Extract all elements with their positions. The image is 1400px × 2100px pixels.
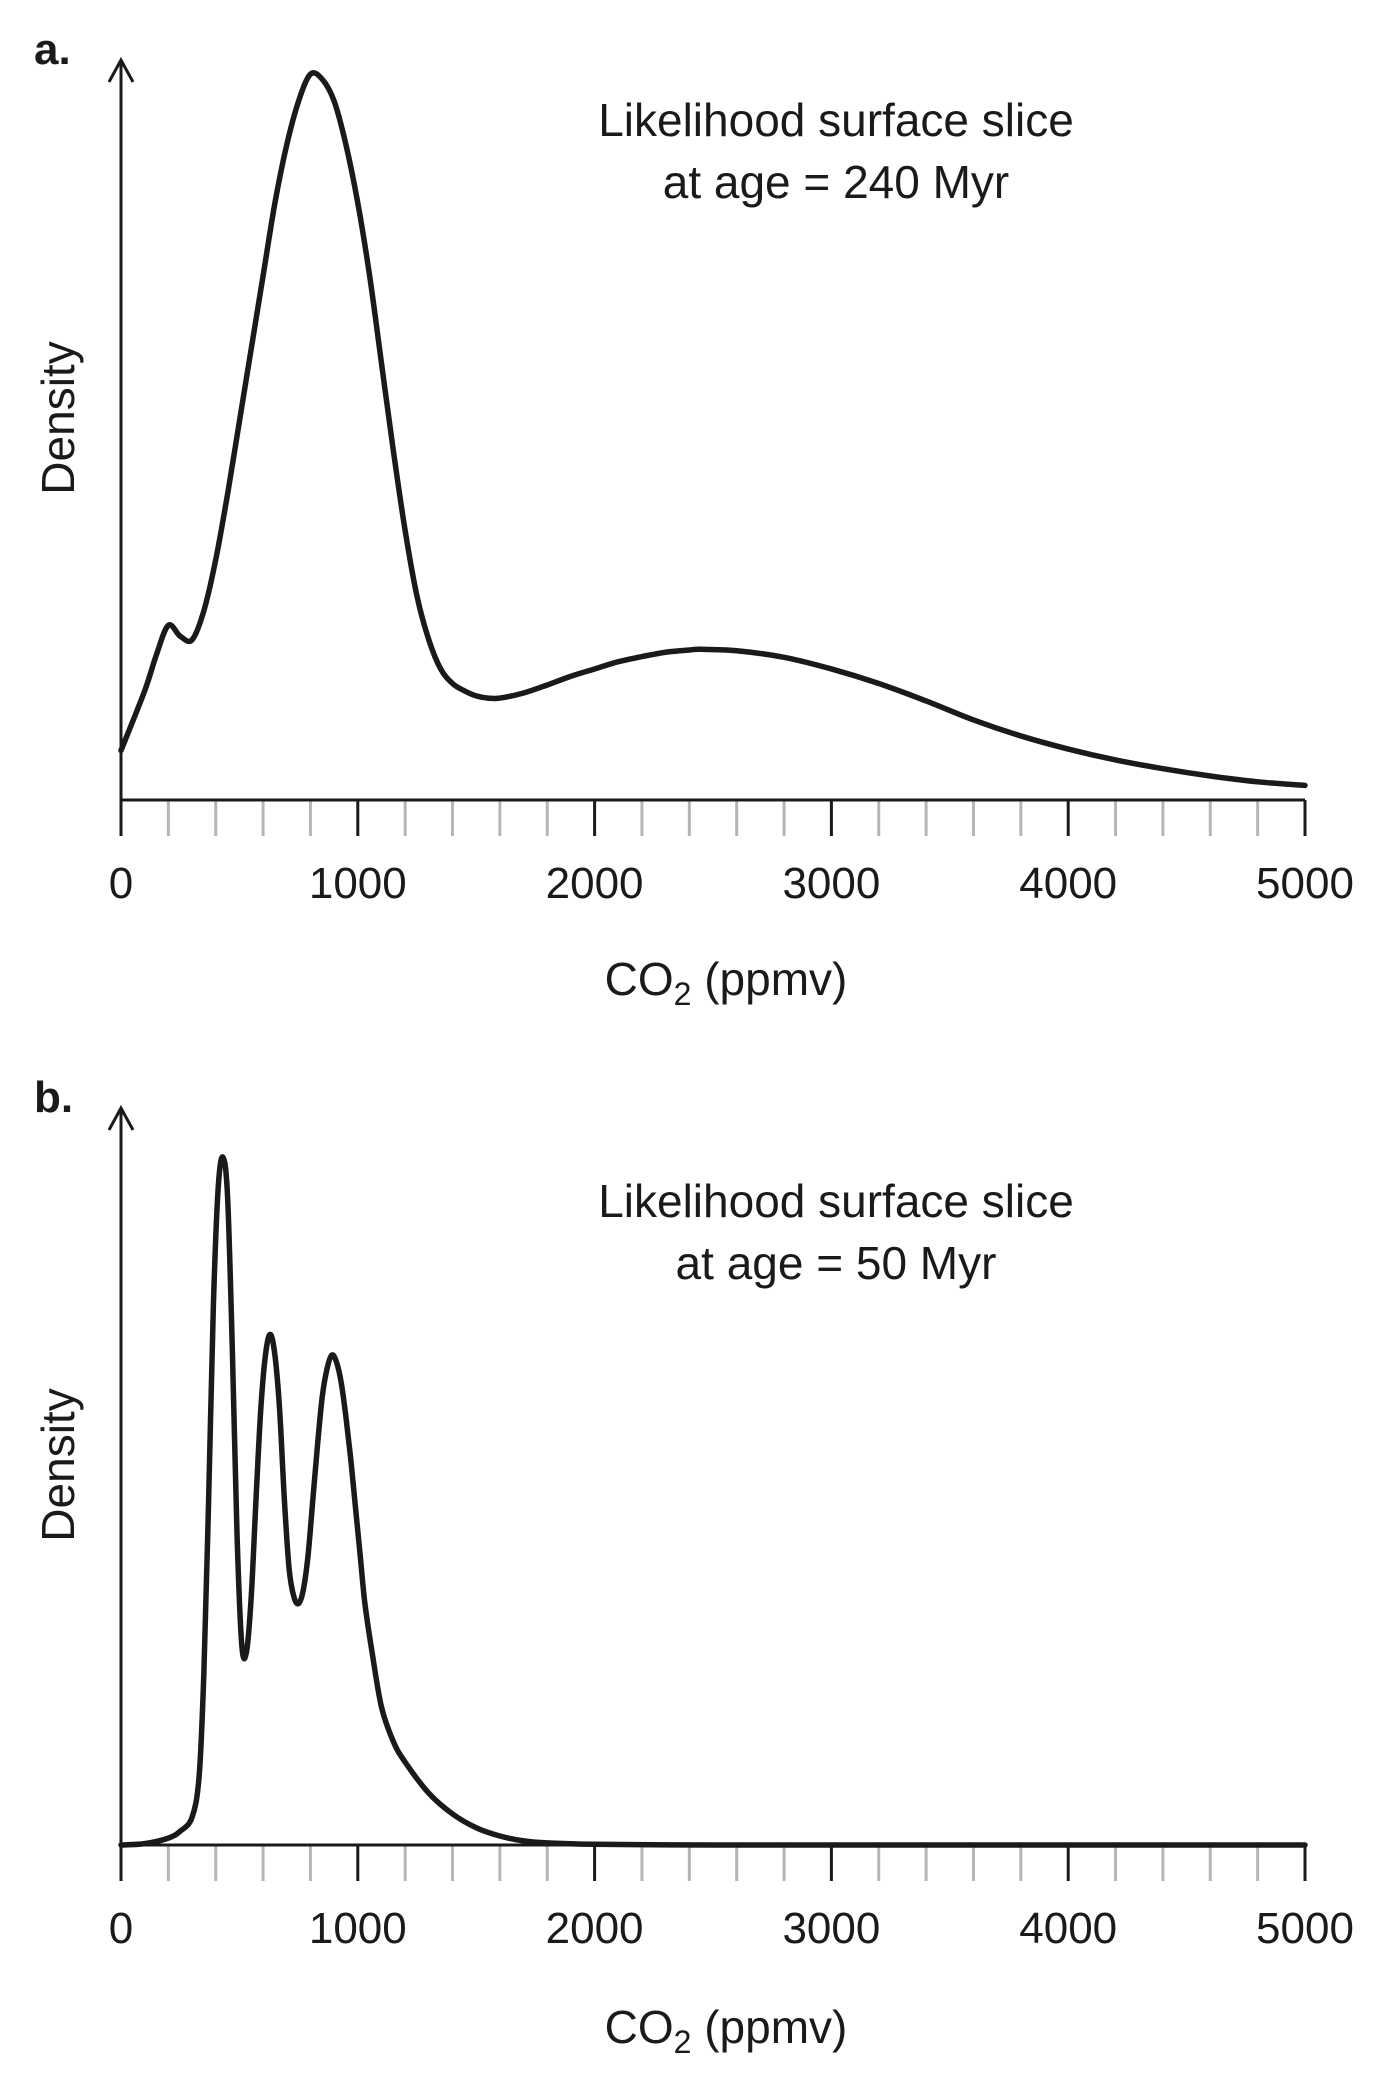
x-axis-label-a: CO2 (ppmv) <box>605 953 848 1012</box>
x-axis-label-main-a: CO <box>605 953 674 1005</box>
x-tick-label-a: 3000 <box>782 859 880 908</box>
x-tick-label-b: 5000 <box>1256 1904 1354 1953</box>
y-axis-arrow-b <box>107 1104 135 1131</box>
x-tick-label-b: 2000 <box>546 1904 644 1953</box>
x-axis-label-b: CO2 (ppmv) <box>605 2001 848 2060</box>
x-axis-label-tail-b: (ppmv) <box>691 2001 847 2053</box>
panel-label-b: b. <box>34 1073 73 1122</box>
x-tick-label-a: 4000 <box>1019 859 1117 908</box>
x-tick-label-b: 4000 <box>1019 1904 1117 1953</box>
x-tick-label-a: 0 <box>109 859 133 908</box>
x-axis-label-sub-b: 2 <box>674 2024 692 2060</box>
x-axis-label-sub-a: 2 <box>674 976 692 1012</box>
y-axis-arrow-a <box>107 56 135 83</box>
density-curve-a <box>118 70 1308 789</box>
x-tick-label-b: 1000 <box>309 1904 407 1953</box>
panel-label-a: a. <box>34 25 71 74</box>
chart-title-line1-b: Likelihood surface slice <box>598 1175 1074 1227</box>
x-tick-label-a: 5000 <box>1256 859 1354 908</box>
x-axis-label-main-b: CO <box>605 2001 674 2053</box>
chart-title-line2-a: at age = 240 Myr <box>663 156 1009 208</box>
panel-b: b. Likelihood surface slice at age = 50 … <box>32 1073 1354 2060</box>
x-tick-label-a: 2000 <box>546 859 644 908</box>
panel-a: a. Likelihood surface slice at age = 240… <box>32 25 1354 1012</box>
chart-title-line1-a: Likelihood surface slice <box>598 94 1074 146</box>
y-axis-label-b: Density <box>32 1388 84 1541</box>
y-axis-label-a: Density <box>32 341 84 494</box>
density-curve-b <box>118 1154 1308 1848</box>
x-tick-label-a: 1000 <box>309 859 407 908</box>
x-tick-label-b: 3000 <box>782 1904 880 1953</box>
chart-title-line2-b: at age = 50 Myr <box>676 1237 997 1289</box>
x-tick-label-b: 0 <box>109 1904 133 1953</box>
x-axis-label-tail-a: (ppmv) <box>691 953 847 1005</box>
